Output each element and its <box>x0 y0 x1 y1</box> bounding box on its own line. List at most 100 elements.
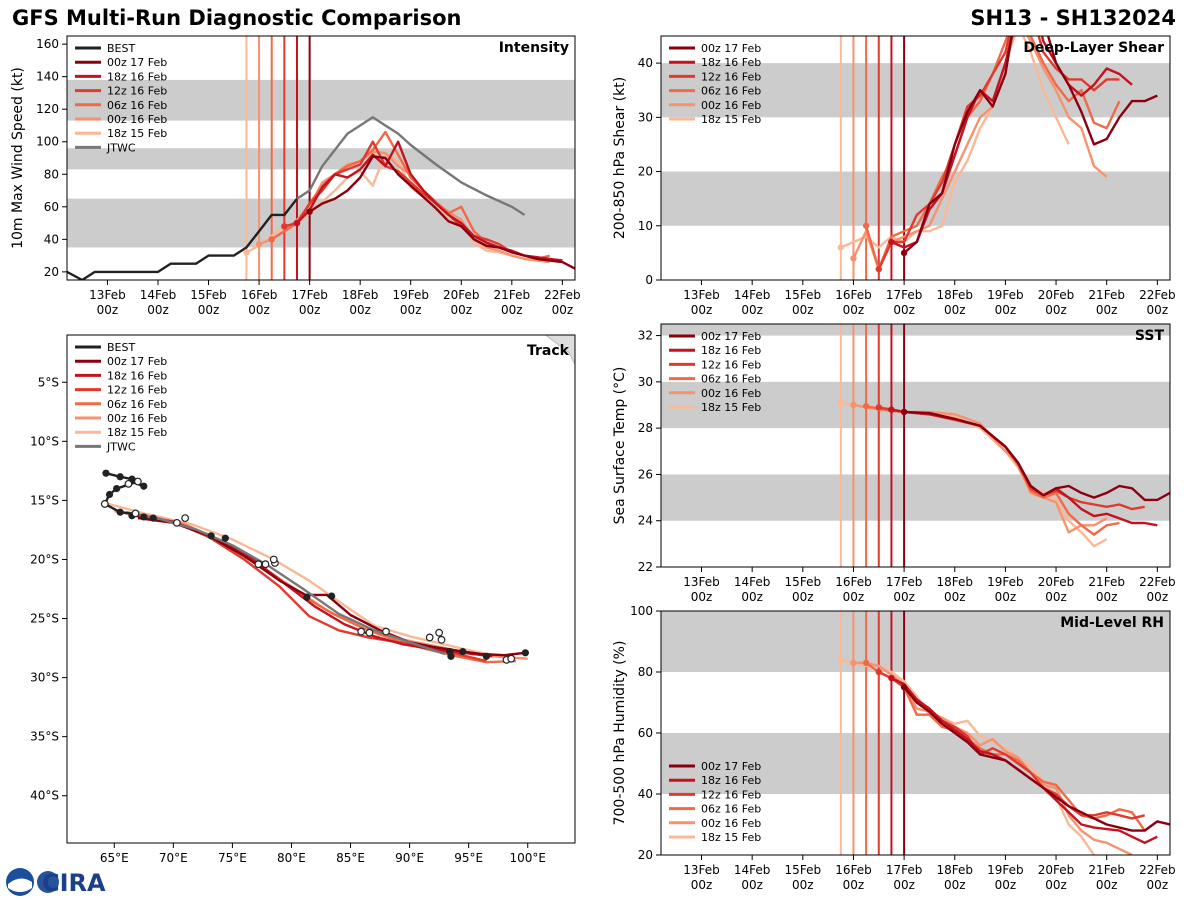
legend-label: 06z 16 Feb <box>107 398 167 411</box>
longitude-label: 75°E <box>218 851 247 865</box>
x-tick-date: 20Feb <box>1038 863 1075 877</box>
y-axis-label: Sea Surface Temp (°C) <box>612 367 628 525</box>
longitude-label: 70°E <box>159 851 188 865</box>
legend-label: BEST <box>107 341 135 354</box>
legend-label: 06z 16 Feb <box>701 85 761 98</box>
run-start-marker <box>837 399 844 406</box>
x-tick-hour: 00z <box>944 878 966 892</box>
latitude-label: 35°S <box>30 730 59 744</box>
y-tick-label: 140 <box>36 70 59 84</box>
plot-frame <box>66 35 576 281</box>
track-position-dot <box>105 490 114 499</box>
panel-title: Mid-Level RH <box>1060 615 1164 631</box>
track-position-dot <box>102 469 110 477</box>
x-tick-hour: 00z <box>792 878 814 892</box>
x-tick-date: 13Feb <box>89 288 126 302</box>
longitude-label: 100°E <box>509 851 546 865</box>
track-open-dot <box>435 628 444 637</box>
gfs-run-line <box>890 36 1133 249</box>
gfs-run-line <box>903 686 1170 832</box>
x-tick-hour: 00z <box>995 303 1017 317</box>
track-position-dot <box>447 652 455 660</box>
y-tick-label: 28 <box>638 421 653 435</box>
x-tick-date: 22Feb <box>1139 575 1176 589</box>
legend-label: 12z 16 Feb <box>701 788 761 801</box>
x-tick-hour: 00z <box>691 878 713 892</box>
x-tick-hour: 00z <box>349 303 371 317</box>
x-tick-date: 21Feb <box>494 288 531 302</box>
track-open-dot <box>133 477 142 486</box>
gfs-run-line <box>840 36 1070 249</box>
gfs-run-line <box>877 36 1120 270</box>
gfs-run-line <box>904 410 1170 502</box>
longitude-label: 65°E <box>100 851 129 865</box>
track-open-dot <box>131 509 140 518</box>
x-tick-date: 20Feb <box>1038 575 1075 589</box>
track-position-dot <box>482 652 490 660</box>
legend-label: 12z 16 Feb <box>107 85 167 98</box>
intensity-panel: 2040608010012014016013Feb00z14Feb00z15Fe… <box>10 35 581 317</box>
run-start-marker <box>862 402 870 410</box>
gfs-run-track <box>114 509 528 660</box>
y-tick-label: 20 <box>638 848 653 862</box>
shear-panel: 01020304013Feb00z14Feb00z15Feb00z16Feb00… <box>612 35 1176 317</box>
longitude-label: 95°E <box>454 851 483 865</box>
gfs-run-line <box>284 140 538 261</box>
x-tick-date: 16Feb <box>241 288 278 302</box>
y-axis-label: 10m Max Wind Speed (kt) <box>10 67 26 249</box>
gfs-run-line <box>852 36 1108 271</box>
track-position-dot <box>149 514 157 522</box>
x-tick-hour: 00z <box>1096 303 1118 317</box>
x-tick-date: 22Feb <box>1139 288 1176 302</box>
nesdis-logo-icon <box>37 871 59 893</box>
gfs-run-track <box>131 513 487 663</box>
jtwc-forecast-line <box>296 116 526 216</box>
y-tick-label: 10 <box>638 219 653 233</box>
run-start-marker <box>875 668 882 676</box>
page-title: GFS Multi-Run Diagnostic Comparison <box>12 6 462 30</box>
y-tick-label: 20 <box>44 265 59 279</box>
x-tick-date: 19Feb <box>987 575 1024 589</box>
y-tick-label: 40 <box>44 232 59 246</box>
x-tick-date: 13Feb <box>683 288 720 302</box>
x-tick-hour: 00z <box>843 303 865 317</box>
track-open-dot <box>365 628 374 637</box>
x-tick-hour: 00z <box>198 303 220 317</box>
x-tick-date: 13Feb <box>683 575 720 589</box>
x-tick-date: 22Feb <box>544 288 581 302</box>
x-tick-hour: 00z <box>97 303 119 317</box>
y-tick-label: 26 <box>638 467 653 481</box>
x-tick-hour: 00z <box>501 303 523 317</box>
legend-label: 18z 16 Feb <box>107 70 167 83</box>
gfs-run-track <box>137 516 526 657</box>
x-tick-date: 14Feb <box>734 863 771 877</box>
x-tick-hour: 00z <box>792 303 814 317</box>
run-start-marker <box>900 249 908 257</box>
legend-label: 12z 16 Feb <box>701 70 761 83</box>
x-tick-hour: 00z <box>843 878 865 892</box>
series-group <box>837 36 1158 273</box>
track-open-dot <box>124 479 133 488</box>
y-tick-label: 100 <box>36 135 59 149</box>
x-tick-date: 20Feb <box>443 288 480 302</box>
x-tick-date: 15Feb <box>785 288 822 302</box>
x-tick-date: 18Feb <box>936 575 973 589</box>
y-tick-label: 80 <box>44 167 59 181</box>
x-tick-date: 21Feb <box>1088 863 1125 877</box>
longitude-label: 85°E <box>336 851 365 865</box>
x-tick-hour: 00z <box>741 590 763 604</box>
run-start-marker <box>850 401 857 409</box>
legend-label: 06z 16 Feb <box>701 803 761 816</box>
x-tick-date: 16Feb <box>835 288 872 302</box>
legend-label: 00z 17 Feb <box>107 56 167 69</box>
run-start-marker <box>837 244 844 251</box>
shaded-band <box>67 79 575 121</box>
y-tick-label: 60 <box>638 726 653 740</box>
x-tick-date: 19Feb <box>392 288 429 302</box>
panel-title: Track <box>527 343 570 359</box>
run-start-marker <box>900 684 908 691</box>
x-tick-date: 17Feb <box>886 575 923 589</box>
track-open-dot <box>425 633 434 642</box>
latitude-label: 20°S <box>30 552 59 566</box>
run-start-marker <box>875 265 882 273</box>
